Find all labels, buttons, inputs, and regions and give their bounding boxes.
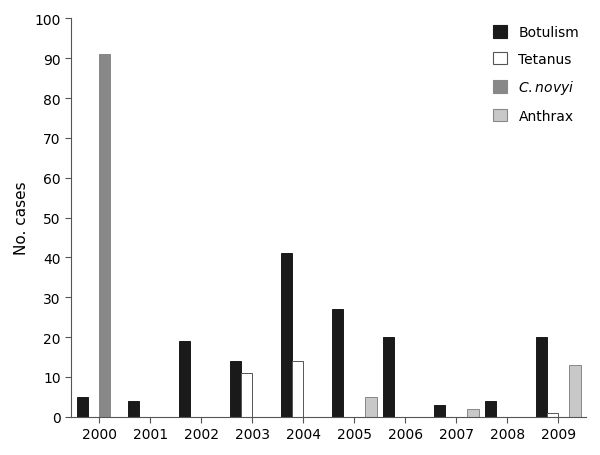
Bar — [241, 373, 252, 417]
Bar — [536, 337, 547, 417]
Y-axis label: No. cases: No. cases — [14, 182, 29, 255]
Bar — [434, 405, 445, 417]
Bar — [467, 409, 479, 417]
Bar — [332, 309, 343, 417]
Bar — [230, 361, 241, 417]
Bar — [292, 361, 303, 417]
Bar — [485, 401, 496, 417]
Bar — [383, 337, 394, 417]
Bar — [281, 254, 292, 417]
Bar — [99, 55, 110, 417]
Legend: Botulism, Tetanus, $\it{C. novyi}$, Anthrax: Botulism, Tetanus, $\it{C. novyi}$, Anth… — [493, 26, 579, 124]
Bar — [179, 341, 190, 417]
Bar — [77, 397, 88, 417]
Bar — [547, 413, 558, 417]
Bar — [365, 397, 377, 417]
Bar — [569, 365, 581, 417]
Bar — [128, 401, 139, 417]
